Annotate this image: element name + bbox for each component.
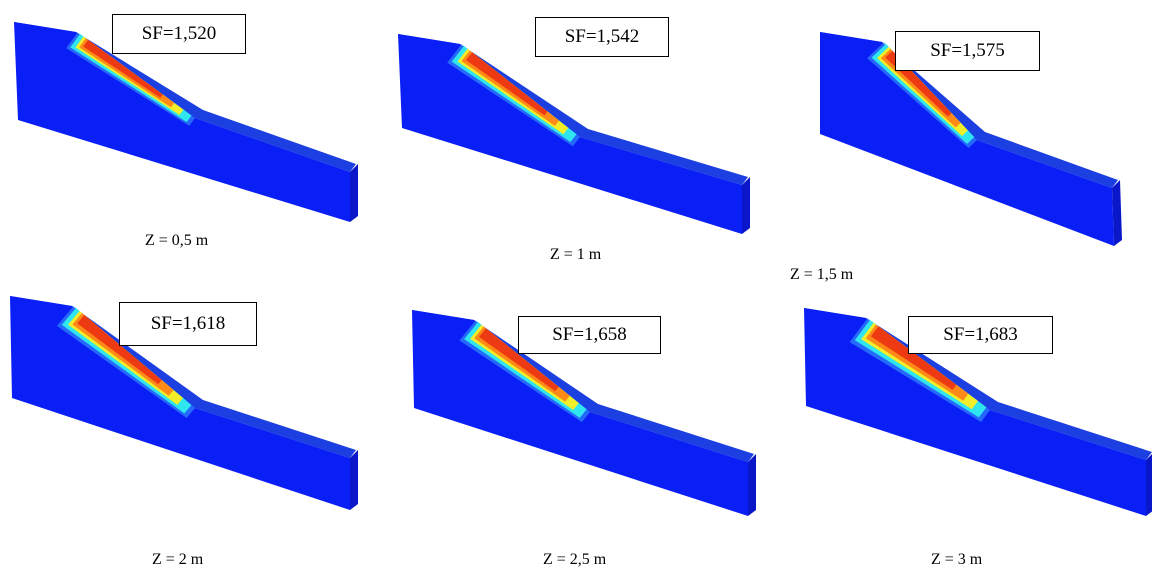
safety-factor-box: SF=1,658	[518, 316, 661, 354]
slope-model-view	[10, 296, 358, 510]
safety-factor-box: SF=1,683	[908, 316, 1053, 354]
slip-zone-band	[466, 52, 548, 116]
model-front-face	[14, 22, 350, 222]
depth-label: Z = 2 m	[152, 551, 204, 568]
slope-model-view	[804, 308, 1152, 516]
depth-label: Z = 1 m	[550, 246, 602, 263]
safety-factor-box: SF=1,618	[119, 302, 257, 346]
slip-zone-band	[478, 328, 559, 392]
safety-factor-box: SF=1,520	[112, 14, 246, 54]
model-panel-z-2: SF=1,618 Z = 2 m	[0, 288, 380, 574]
model-panel-z-1: SF=1,542 Z = 1 m	[390, 0, 770, 290]
model-panel-z-0-5: SF=1,520 Z = 0,5 m	[0, 0, 380, 290]
depth-label: Z = 1,5 m	[790, 266, 854, 283]
safety-factor-box: SF=1,575	[895, 31, 1040, 71]
slip-zone-band	[83, 39, 163, 98]
model-side-face	[350, 450, 358, 510]
depth-label: Z = 0,5 m	[145, 232, 209, 249]
slope-model-view	[398, 34, 750, 234]
model-panel-z-2-5: SF=1,658 Z = 2,5 m	[400, 288, 770, 574]
slope-model-view	[412, 310, 756, 516]
model-panel-z-3: SF=1,683 Z = 3 m	[790, 288, 1152, 574]
model-side-face	[1112, 180, 1122, 246]
model-panel-z-1-5: SF=1,575 Z = 1,5 m	[782, 0, 1152, 290]
slope-model-view	[14, 22, 358, 222]
depth-label: Z = 3 m	[931, 551, 983, 568]
model-side-face	[748, 454, 756, 516]
depth-label: Z = 2,5 m	[543, 551, 607, 568]
model-side-face	[350, 164, 358, 222]
model-side-face	[1146, 454, 1152, 516]
slip-zone-band	[870, 326, 957, 390]
slip-zone-band	[77, 315, 162, 385]
model-side-face	[742, 177, 750, 234]
safety-factor-box: SF=1,542	[535, 17, 669, 57]
